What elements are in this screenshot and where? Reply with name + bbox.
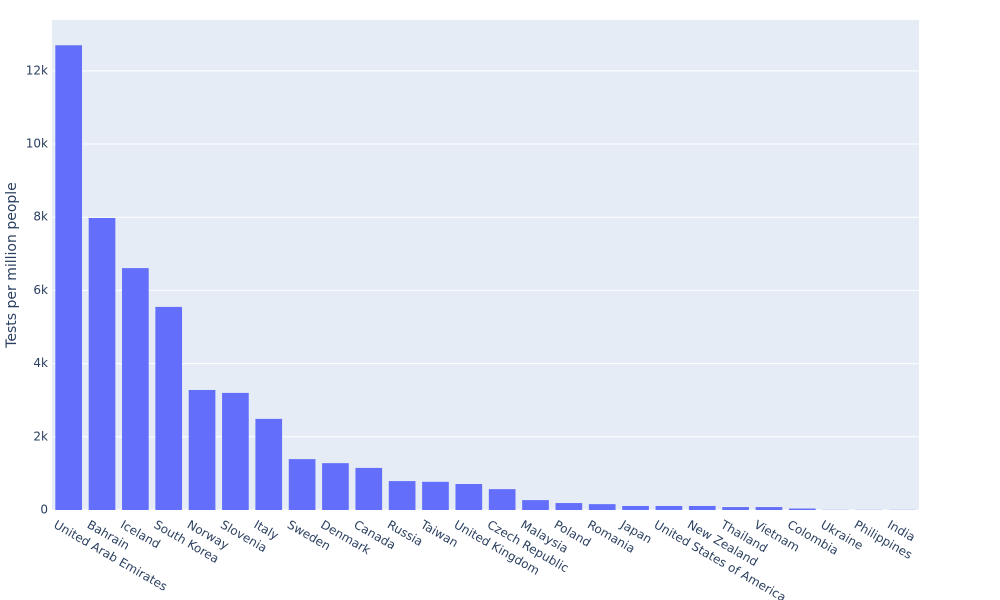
bar: [722, 507, 749, 510]
x-tick-label: Taiwan: [417, 517, 460, 550]
bar: [688, 505, 716, 510]
y-axis-title: Tests per million people: [4, 182, 20, 349]
bar: [122, 268, 149, 510]
bar: [355, 467, 383, 510]
bar: [55, 45, 83, 511]
bar: [88, 217, 116, 510]
bar: [222, 392, 249, 510]
y-tick-label: 8k: [33, 210, 48, 224]
y-tick-label: 12k: [26, 63, 48, 77]
y-tick-label: 10k: [26, 137, 48, 151]
bar: [288, 459, 316, 510]
bar: [622, 505, 649, 510]
bar: [588, 504, 616, 510]
y-tick-label: 6k: [33, 283, 48, 297]
bar: [788, 508, 816, 510]
y-tick-label: 2k: [33, 429, 48, 443]
bar: [555, 503, 583, 510]
bar: [655, 505, 683, 510]
bar: [455, 484, 483, 510]
bar: [255, 418, 283, 510]
bar: [755, 507, 783, 510]
bar: [422, 481, 449, 510]
bar: [155, 306, 183, 510]
bar: [522, 500, 549, 510]
y-tick-label: 0: [40, 503, 48, 517]
bar: [388, 481, 416, 510]
y-tick-label: 4k: [33, 356, 48, 370]
bar: [488, 489, 516, 510]
bar: [188, 389, 216, 510]
bar: [322, 463, 349, 510]
